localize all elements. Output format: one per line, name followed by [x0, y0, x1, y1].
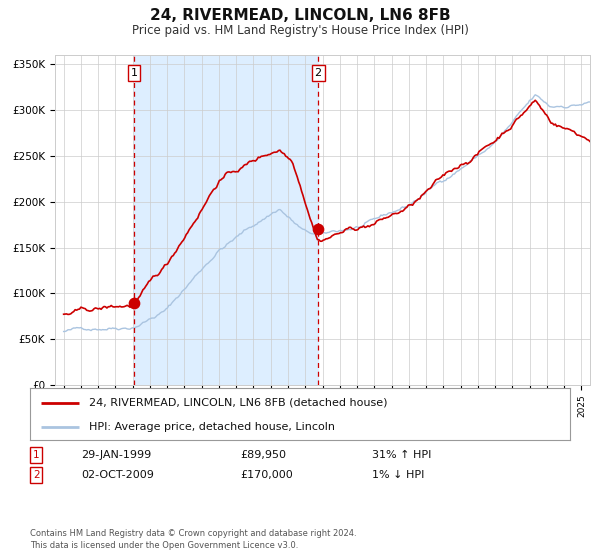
Text: Price paid vs. HM Land Registry's House Price Index (HPI): Price paid vs. HM Land Registry's House …: [131, 24, 469, 36]
Point: [129, 298, 139, 307]
Text: Contains HM Land Registry data © Crown copyright and database right 2024.
This d: Contains HM Land Registry data © Crown c…: [30, 529, 356, 550]
Text: 24, RIVERMEAD, LINCOLN, LN6 8FB (detached house): 24, RIVERMEAD, LINCOLN, LN6 8FB (detache…: [89, 398, 388, 408]
Bar: [134, 55, 318, 385]
Text: 31% ↑ HPI: 31% ↑ HPI: [372, 450, 431, 460]
Text: HPI: Average price, detached house, Lincoln: HPI: Average price, detached house, Linc…: [89, 422, 335, 432]
Text: 1% ↓ HPI: 1% ↓ HPI: [372, 470, 424, 480]
Text: 24, RIVERMEAD, LINCOLN, LN6 8FB: 24, RIVERMEAD, LINCOLN, LN6 8FB: [149, 8, 451, 24]
Text: 1: 1: [33, 450, 40, 460]
Text: £170,000: £170,000: [240, 470, 293, 480]
Text: 02-OCT-2009: 02-OCT-2009: [81, 470, 154, 480]
Text: 29-JAN-1999: 29-JAN-1999: [81, 450, 151, 460]
Text: 1: 1: [131, 68, 137, 78]
Text: 2: 2: [33, 470, 40, 480]
Point: [313, 225, 323, 234]
Text: 2: 2: [314, 68, 322, 78]
Text: £89,950: £89,950: [240, 450, 286, 460]
